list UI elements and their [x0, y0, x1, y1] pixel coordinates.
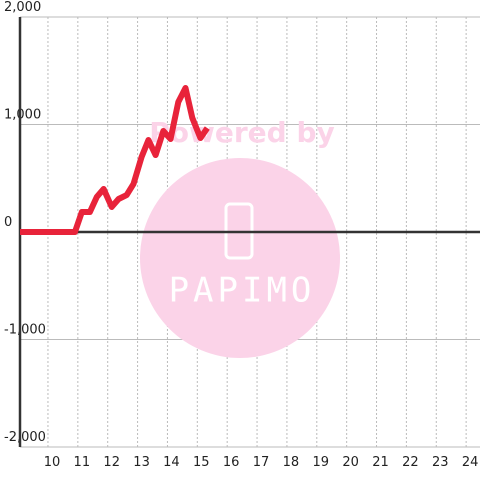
x-tick-label: 14 [163, 455, 180, 470]
y-tick-label: 1,000 [4, 108, 41, 123]
x-tick-label: 21 [372, 455, 389, 470]
x-tick-label: 15 [193, 455, 210, 470]
x-tick-label: 17 [253, 455, 270, 470]
x-tick-label: 12 [103, 455, 120, 470]
x-tick-label: 22 [402, 455, 419, 470]
y-tick-label: -1,000 [4, 323, 46, 338]
watermark-brand: PAPIMO [169, 271, 316, 311]
watermark-caption: Powered by [149, 116, 335, 149]
y-tick-label: -2,000 [4, 430, 46, 445]
x-tick-label: 20 [342, 455, 359, 470]
x-tick-label: 23 [432, 455, 449, 470]
x-tick-label: 11 [74, 455, 91, 470]
y-tick-label: 0 [4, 215, 12, 230]
y-tick-label: 2,000 [4, 0, 41, 15]
x-tick-label: 19 [313, 455, 330, 470]
x-tick-label: 10 [44, 455, 61, 470]
x-tick-label: 13 [133, 455, 150, 470]
data-line [20, 84, 210, 235]
x-tick-label: 16 [223, 455, 240, 470]
x-tick-label: 24 [462, 455, 479, 470]
x-tick-label: 18 [283, 455, 300, 470]
